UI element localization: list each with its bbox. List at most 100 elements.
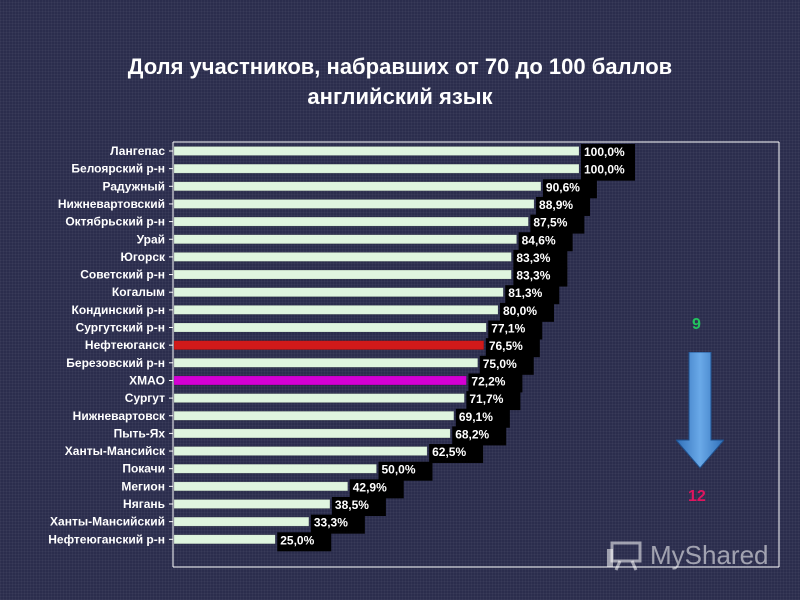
data-label-box xyxy=(452,426,507,446)
category-label: Радужный xyxy=(103,179,165,193)
bar xyxy=(173,481,348,492)
data-label-box xyxy=(518,232,573,252)
category-label: Березовский р-н xyxy=(66,356,165,370)
data-label-box xyxy=(378,461,433,481)
bar xyxy=(173,358,478,368)
data-label: 83,3% xyxy=(516,269,550,283)
bar xyxy=(173,305,499,315)
data-label: 62,5% xyxy=(432,445,466,459)
bar xyxy=(173,393,465,403)
data-label: 90,6% xyxy=(546,180,580,194)
chart-title: Доля участников, набравших от 70 до 100 … xyxy=(0,52,800,112)
bar xyxy=(173,375,467,386)
data-label-box xyxy=(349,479,404,499)
category-label: Покачи xyxy=(122,462,165,476)
bar xyxy=(173,411,455,421)
category-label: Пыть-Ях xyxy=(114,426,166,440)
category-label: Кондинский р-н xyxy=(72,303,166,317)
bar xyxy=(173,340,485,350)
category-label: Урай xyxy=(137,232,165,246)
data-label: 83,3% xyxy=(516,251,550,265)
data-label-box xyxy=(581,161,635,181)
watermark: MyShared xyxy=(604,535,784,575)
bar xyxy=(173,163,580,174)
data-label: 33,3% xyxy=(314,516,348,530)
bar xyxy=(173,463,377,474)
data-label: 25,0% xyxy=(280,533,314,547)
data-label-box xyxy=(500,302,554,322)
data-label-box xyxy=(455,408,510,428)
data-label: 42,9% xyxy=(353,480,387,494)
data-label: 100,0% xyxy=(584,145,625,159)
bar xyxy=(173,234,517,244)
category-label: Сургутский р-н xyxy=(76,321,165,335)
category-label: Югорск xyxy=(120,250,166,264)
chart-subtitle: английский язык xyxy=(307,84,493,109)
data-label-box xyxy=(513,267,568,287)
category-label: Нефтеюганск xyxy=(85,338,166,352)
bar xyxy=(173,252,512,262)
data-label: 87,5% xyxy=(533,216,567,230)
data-label: 72,2% xyxy=(471,374,505,388)
data-label-box xyxy=(331,497,386,516)
rank-from-label: 9 xyxy=(692,316,701,333)
data-label-box xyxy=(542,179,597,199)
bar xyxy=(173,534,276,545)
bar xyxy=(173,499,331,509)
data-label-box xyxy=(485,338,540,358)
data-label-box xyxy=(488,320,543,340)
bar xyxy=(173,446,428,456)
data-label: 71,7% xyxy=(469,392,503,406)
category-label: Когалым xyxy=(112,285,165,299)
chart-title-line1: Доля участников, набравших от 70 до 100 … xyxy=(127,54,673,79)
bar xyxy=(173,216,529,227)
bar xyxy=(173,146,580,156)
category-label: Лангепас xyxy=(110,144,165,158)
data-label-box xyxy=(505,285,560,305)
bar xyxy=(173,199,535,209)
data-label: 68,2% xyxy=(455,427,489,441)
category-label: Мегион xyxy=(121,479,165,493)
rank-down-arrow-icon xyxy=(674,351,726,470)
data-label: 77,1% xyxy=(491,322,525,336)
data-label-box xyxy=(468,373,523,393)
data-label-box xyxy=(429,444,484,464)
data-label-box xyxy=(310,514,365,534)
data-label: 38,5% xyxy=(335,498,369,512)
data-label: 80,0% xyxy=(503,304,537,318)
data-label: 84,6% xyxy=(522,233,556,247)
data-label-box xyxy=(479,355,534,375)
category-label: Белоярский р-н xyxy=(71,162,165,176)
data-label: 50,0% xyxy=(382,463,416,477)
category-label: Советский р-н xyxy=(80,268,165,282)
category-label: Сургут xyxy=(125,391,165,405)
category-label: Нижневартовский xyxy=(58,197,165,211)
category-label: Октябрьский р-н xyxy=(65,215,165,229)
rank-to-label: 12 xyxy=(688,488,706,505)
data-label: 88,9% xyxy=(539,198,573,212)
bar xyxy=(173,516,310,527)
data-label: 75,0% xyxy=(483,357,517,371)
data-label: 81,3% xyxy=(508,286,542,300)
bar xyxy=(173,428,451,439)
bar xyxy=(173,269,512,280)
data-label: 69,1% xyxy=(459,410,493,424)
data-label-box xyxy=(466,391,521,411)
watermark-text: MyShared xyxy=(650,540,769,570)
data-label-box xyxy=(536,196,591,216)
category-label: ХМАО xyxy=(129,373,165,387)
presentation-board-icon xyxy=(607,541,642,571)
data-label: 76,5% xyxy=(489,339,523,353)
category-label: Ханты-Мансийский xyxy=(50,515,165,529)
bar xyxy=(173,287,504,297)
category-label: Нижневартовск xyxy=(73,409,166,423)
category-label: Нефтеюганский р-н xyxy=(48,532,165,546)
category-label: Нягань xyxy=(123,497,165,511)
data-label-box xyxy=(530,214,585,234)
data-label-box xyxy=(513,249,568,269)
bar xyxy=(173,181,542,192)
data-label: 100,0% xyxy=(584,163,625,177)
category-label: Ханты-Мансийск xyxy=(65,444,166,458)
data-label-box xyxy=(277,532,332,552)
